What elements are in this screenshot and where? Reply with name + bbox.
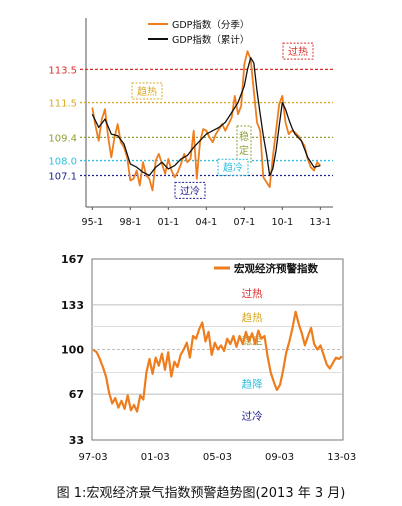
warning-y-tick-label: 67: [69, 388, 84, 401]
gdp-x-tick-label: 10-1: [272, 217, 294, 228]
warning-zone-label: 趋热: [242, 311, 263, 324]
gdp-zone-box: [131, 82, 163, 100]
warning-y-tick-label: 100: [61, 344, 84, 357]
gdp-zone-label: 趋冷: [223, 161, 243, 174]
figure-caption: 图 1:宏观经济景气指数预警趋势图(2013 年 3 月): [56, 486, 346, 501]
gdp-quarterly-line: [91, 50, 321, 192]
gdp-y-tick-label: 108.0: [48, 157, 77, 168]
gdp-y-tick-label: 107.1: [48, 172, 77, 183]
warning-zone-label: 过热: [242, 287, 263, 300]
legend-label: GDP指数（累计）: [172, 34, 249, 46]
gdp-zone-label: 过冷: [180, 184, 200, 197]
warning-y-tick-label: 167: [61, 253, 84, 266]
warning-x-tick-label: 05-03: [203, 452, 232, 463]
gdp-x-tick-label: 95-1: [82, 217, 104, 228]
gdp-x-tick-label: 07-1: [234, 217, 256, 228]
gdp-x-tick-label: 98-1: [120, 217, 142, 228]
warning-legend: 宏观经济预警指数: [214, 262, 318, 275]
warning-zone-label: 过冷: [242, 410, 263, 423]
warning-y-tick-label: 133: [61, 299, 84, 312]
gdp-zone-box: [217, 158, 249, 176]
warning-x-tick-label: 97-03: [79, 452, 108, 463]
gdp-zone-box: [174, 181, 206, 199]
gdp-y-tick-label: 111.5: [48, 99, 77, 110]
gdp-legend: GDP指数（分季） GDP指数（累计）: [148, 19, 249, 46]
warning-x-tick-label: 01-03: [141, 452, 170, 463]
legend-label: 宏观经济预警指数: [234, 262, 318, 275]
gdp-zone-box: [282, 42, 314, 60]
gdp-zone-label: 趋热: [137, 85, 157, 98]
gdp-y-tick-label: 113.5: [48, 65, 77, 76]
gdp-x-tick-label: 13-1: [310, 217, 332, 228]
warning-x-tick-label: 13-03: [327, 452, 356, 463]
gdp-zone-label: 过热: [288, 45, 308, 58]
warning-y-tick-label: 33: [69, 434, 84, 447]
gdp-x-tick-label: 04-1: [196, 217, 218, 228]
gdp-zone-label: 稳定: [239, 130, 249, 157]
legend-label: GDP指数（分季）: [172, 19, 249, 31]
gdp-cumulative-line: [91, 57, 321, 177]
warning-chart: 33 67 100 133 167 97-03 01-03 05-03 09-03 13-03 过热…: [61, 253, 356, 463]
warning-index-line: [92, 310, 343, 413]
gdp-y-tick-label: 109.4: [48, 133, 77, 144]
gdp-x-tick-label: 01-1: [158, 217, 180, 228]
warning-x-tick-label: 09-03: [265, 452, 294, 463]
gdp-chart: 113.5 111.5 109.4 108.0 107.1 95-1 98-1 01-1 04-…: [48, 18, 333, 228]
warning-zone-label: 趋降: [242, 377, 263, 390]
